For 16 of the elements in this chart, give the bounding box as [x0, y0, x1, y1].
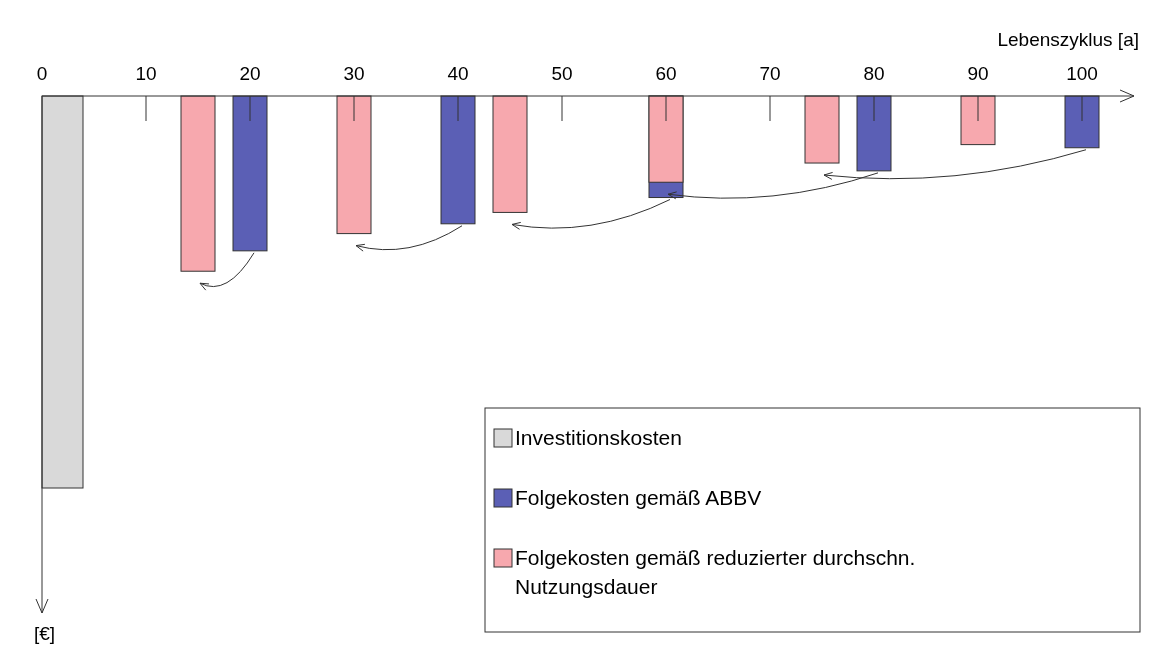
- x-tick-label: 20: [239, 63, 261, 84]
- x-axis-title: Lebenszyklus [a]: [997, 29, 1139, 50]
- x-tick-label: 70: [759, 63, 781, 84]
- legend-label: Folgekosten gemäß ABBV: [515, 486, 762, 509]
- x-tick-label: 0: [36, 63, 48, 84]
- legend-label: Folgekosten gemäß reduzierter durchschn. Nutzungsdauer: [515, 546, 916, 598]
- x-tick-label: 80: [863, 63, 885, 84]
- legend-label: Investitionskosten: [515, 426, 682, 449]
- x-tick-label: 30: [343, 63, 365, 84]
- x-tick-label: 40: [447, 63, 469, 84]
- x-tick-label: 50: [551, 63, 573, 84]
- x-tick-label: 90: [967, 63, 989, 84]
- x-tick-label: 10: [135, 63, 157, 84]
- x-tick-label: 60: [655, 63, 677, 84]
- x-tick-label: 100: [1066, 63, 1098, 84]
- text: [€]: [34, 623, 56, 644]
